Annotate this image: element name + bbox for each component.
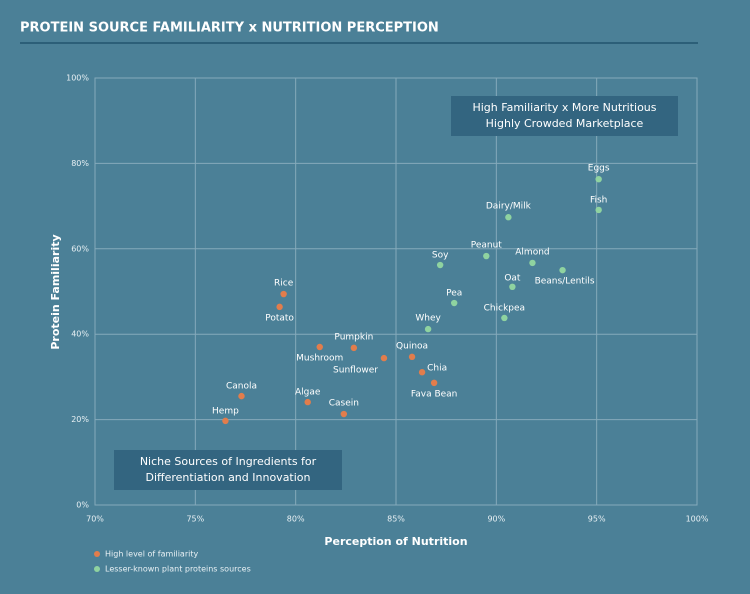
data-point xyxy=(280,290,287,298)
data-point xyxy=(350,344,358,352)
data-point xyxy=(340,410,348,418)
point-label: Potato xyxy=(265,313,294,323)
legend-label: Lesser-known plant proteins sources xyxy=(105,565,251,574)
chart-title: PROTEIN SOURCE FAMILIARITY x NUTRITION P… xyxy=(20,21,439,36)
point-label: Almond xyxy=(515,247,549,257)
data-point xyxy=(238,392,245,400)
annotation-text: High Familiarity x More Nutritious xyxy=(472,101,656,114)
point-label: Casein xyxy=(329,399,359,409)
annotation-box xyxy=(114,450,342,490)
data-point xyxy=(450,299,458,307)
x-tick-label: 70% xyxy=(86,515,104,524)
annotation-text: Highly Crowded Marketplace xyxy=(486,117,644,130)
data-point xyxy=(559,266,566,274)
point-label: Fish xyxy=(590,195,607,205)
point-label: Chia xyxy=(427,364,447,374)
x-tick-label: 90% xyxy=(487,515,505,524)
data-point xyxy=(304,398,311,406)
point-label: Mushroom xyxy=(296,354,343,364)
legend-swatch xyxy=(94,566,100,572)
data-point xyxy=(316,343,323,351)
point-label: Beans/Lentils xyxy=(535,277,595,287)
data-point xyxy=(222,417,229,425)
annotation-text: Differentiation and Innovation xyxy=(146,471,311,484)
data-point xyxy=(529,259,536,267)
data-point xyxy=(483,252,490,260)
point-label: Canola xyxy=(226,382,257,392)
y-axis-title: Protein Familiarity xyxy=(49,234,62,349)
point-label: Soy xyxy=(432,251,449,261)
point-label: Rice xyxy=(274,279,294,289)
point-label: Pumpkin xyxy=(334,332,373,342)
point-label: Eggs xyxy=(588,164,610,174)
point-label: Whey xyxy=(415,314,441,324)
y-tick-label: 60% xyxy=(71,244,89,253)
data-point xyxy=(408,353,416,361)
legend-swatch xyxy=(94,551,100,557)
y-tick-label: 0% xyxy=(76,501,89,510)
y-tick-label: 100% xyxy=(66,74,89,83)
data-point xyxy=(430,379,438,387)
y-tick-label: 40% xyxy=(71,330,89,339)
x-axis-title: Perception of Nutrition xyxy=(324,535,467,548)
point-label: Hemp xyxy=(212,406,239,416)
x-tick-label: 100% xyxy=(686,515,709,524)
y-tick-label: 20% xyxy=(71,415,89,424)
y-tick-label: 80% xyxy=(71,159,89,168)
point-label: Sunflower xyxy=(333,366,378,376)
data-point xyxy=(595,175,602,183)
point-label: Dairy/Milk xyxy=(486,202,532,212)
data-point xyxy=(505,214,512,221)
x-tick-label: 80% xyxy=(287,515,305,524)
annotation-text: Niche Sources of Ingredients for xyxy=(140,455,317,468)
point-label: Oat xyxy=(504,273,521,283)
data-point xyxy=(276,303,283,311)
point-label: Fava Bean xyxy=(411,389,458,399)
point-label: Quinoa xyxy=(396,341,428,351)
x-tick-label: 75% xyxy=(186,515,204,524)
data-point xyxy=(418,369,426,376)
data-point xyxy=(501,314,508,322)
data-point xyxy=(380,354,388,362)
x-tick-label: 85% xyxy=(387,515,405,524)
data-point xyxy=(424,325,432,333)
x-tick-label: 95% xyxy=(588,515,606,524)
annotation-box xyxy=(451,96,678,136)
point-label: Peanut xyxy=(471,241,503,251)
data-point xyxy=(509,283,516,291)
legend-label: High level of familiarity xyxy=(105,550,198,559)
point-label: Algae xyxy=(295,388,321,398)
point-label: Pea xyxy=(446,289,462,299)
data-point xyxy=(595,206,602,214)
point-label: Chickpea xyxy=(484,303,525,313)
data-point xyxy=(436,261,444,269)
